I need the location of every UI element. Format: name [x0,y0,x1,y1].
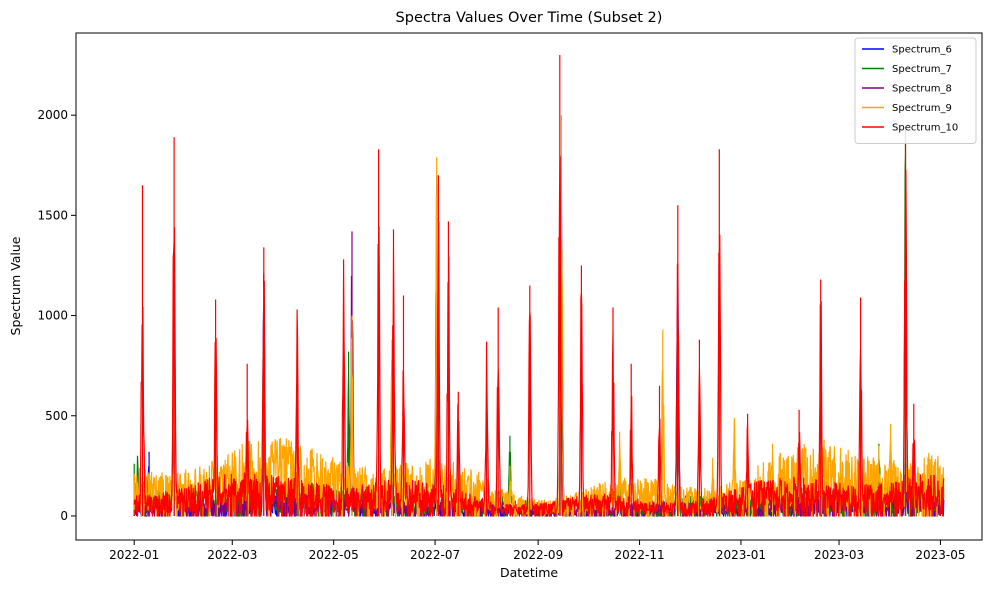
x-tick-label: 2023-05 [915,548,965,562]
x-tick-label: 2022-09 [513,548,563,562]
y-tick-label: 500 [45,409,68,423]
legend-entry: Spectrum_9 [892,103,952,114]
x-axis: 2022-01 2022-03 2022-05 2022-07 2022-09 2022-… [109,540,966,562]
y-axis: 0 500 1000 1500 2000 [37,108,76,523]
series-line-spectrum-10 [133,55,945,517]
x-tick-label: 2022-03 [207,548,257,562]
x-tick-label: 2022-07 [410,548,460,562]
legend-entry: Spectrum_8 [892,84,952,95]
series-layer [133,55,945,517]
y-axis-label: Spectrum Value [8,236,23,335]
chart-title: Spectra Values Over Time (Subset 2) [396,10,663,26]
legend-entry: Spectrum_7 [892,64,952,75]
plot-frame [75,32,983,541]
legend-entry: Spectrum_6 [892,45,952,56]
y-tick-label: 0 [60,509,68,523]
x-axis-label: Datetime [500,565,558,580]
y-tick-label: 1500 [37,208,68,222]
x-tick-label: 2022-05 [309,548,359,562]
legend-entry: Spectrum_10 [892,123,958,134]
x-tick-label: 2022-01 [109,548,159,562]
x-tick-label: 2023-03 [814,548,864,562]
x-tick-label: 2023-01 [716,548,766,562]
legend: Spectrum_6 Spectrum_7 Spectrum_8 Spectrum_9… [854,37,977,144]
legend-frame [854,37,977,144]
y-tick-label: 1000 [37,309,68,323]
x-tick-label: 2022-11 [614,548,664,562]
y-tick-label: 2000 [37,108,68,122]
